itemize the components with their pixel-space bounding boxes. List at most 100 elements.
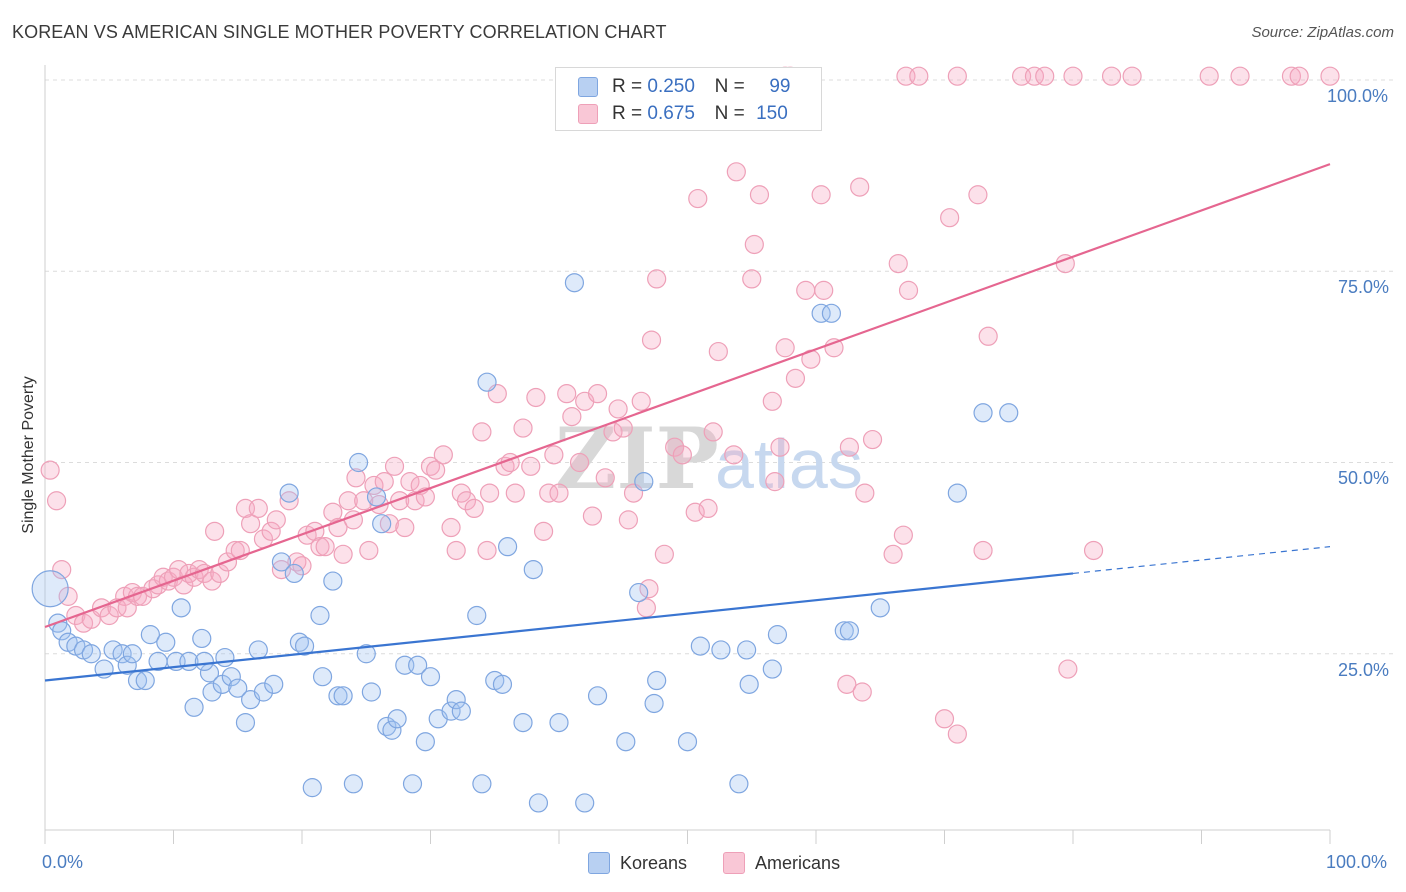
legend-item-americans[interactable]: Americans <box>723 852 840 874</box>
stats-row-koreans: R = 0.250 N = 99 <box>578 76 790 98</box>
y-tick-label-75: 75.0% <box>1338 277 1390 297</box>
x-tick-label-max: 100.0% <box>1326 852 1388 872</box>
korean-point <box>140 625 160 645</box>
american-point <box>770 437 790 457</box>
american-point <box>978 326 998 346</box>
american-point <box>973 540 993 561</box>
korean-point <box>215 647 235 668</box>
american-point <box>477 540 497 561</box>
legend-item-koreans[interactable]: Koreans <box>588 852 687 874</box>
korean-trend-line <box>44 572 1074 682</box>
korean-point <box>402 774 423 794</box>
r-value: 0.250 <box>647 76 695 97</box>
koreans-legend-swatch <box>588 852 610 874</box>
korean-point <box>221 667 241 687</box>
korean-point <box>333 686 353 706</box>
n-value: 150 <box>756 103 788 124</box>
y-tick-label-25: 25.0% <box>1338 660 1390 680</box>
korean-point <box>737 640 757 660</box>
korean-point <box>839 621 860 641</box>
american-point <box>742 269 762 289</box>
korean-point <box>284 563 304 584</box>
korean-point <box>171 598 191 618</box>
american-point <box>647 269 667 289</box>
korean-point <box>408 655 428 675</box>
koreans-swatch <box>578 77 598 97</box>
korean-point <box>184 697 204 717</box>
korean-point <box>310 605 330 626</box>
korean-point <box>31 570 69 608</box>
american-point <box>40 460 60 480</box>
american-point <box>266 510 286 530</box>
korean-point <box>202 682 222 702</box>
american-point <box>608 399 628 419</box>
korean-point <box>194 651 214 672</box>
american-point <box>472 422 492 442</box>
american-point <box>400 472 420 492</box>
series-legend: Koreans Americans <box>588 852 876 874</box>
source-credit: Source: ZipAtlas.com <box>1251 24 1394 41</box>
american-point <box>287 552 307 572</box>
american-point <box>641 330 662 350</box>
american-point <box>1230 66 1250 86</box>
american-point <box>824 338 844 358</box>
korean-point <box>312 667 333 687</box>
korean-point <box>498 537 518 557</box>
american-point <box>323 502 343 522</box>
american-point <box>934 709 955 729</box>
american-trend-line <box>44 163 1331 629</box>
american-point <box>685 502 705 522</box>
american-point <box>292 556 312 576</box>
korean-point <box>122 644 142 664</box>
american-point <box>456 491 477 511</box>
n-value: 99 <box>769 76 791 97</box>
american-point <box>279 491 299 511</box>
korean-point <box>528 793 549 813</box>
korean-point <box>302 778 322 798</box>
y-tick-label-100: 100.0% <box>1327 86 1389 106</box>
american-point <box>513 418 533 438</box>
korean-point <box>156 632 176 652</box>
american-point <box>384 456 405 476</box>
korean-point <box>811 303 831 323</box>
american-point <box>241 514 261 534</box>
korean-trend-extension <box>1072 546 1331 575</box>
american-point <box>595 468 615 488</box>
korean-point <box>81 644 101 664</box>
chart-title: KOREAN VS AMERICAN SINGLE MOTHER POVERTY… <box>12 22 667 42</box>
american-point <box>1289 66 1309 86</box>
american-point <box>52 559 72 580</box>
korean-point <box>564 273 585 293</box>
american-point <box>893 525 913 545</box>
american-point <box>261 521 281 541</box>
american-point <box>310 537 330 557</box>
n-label: N = <box>714 76 745 97</box>
american-point <box>1083 540 1104 561</box>
korean-point <box>690 636 710 656</box>
american-point <box>947 66 967 86</box>
legend-label-americans: Americans <box>755 852 841 873</box>
american-point <box>796 280 816 300</box>
american-point <box>1058 659 1078 679</box>
korean-point <box>366 487 387 507</box>
american-point <box>654 544 674 564</box>
korean-point <box>451 701 471 721</box>
american-point <box>379 514 399 534</box>
american-point <box>947 724 967 744</box>
korean-point <box>361 682 381 702</box>
american-point <box>726 162 746 182</box>
american-point <box>338 491 358 511</box>
korean-point <box>739 674 759 694</box>
american-point <box>688 188 708 209</box>
korean-point <box>387 709 407 729</box>
american-point <box>533 521 554 541</box>
american-point <box>724 445 744 465</box>
american-point <box>420 456 441 476</box>
korean-point <box>289 632 310 652</box>
american-point <box>544 445 564 465</box>
y-tick-label-50: 50.0% <box>1338 468 1390 488</box>
korean-point <box>947 483 967 503</box>
american-point <box>785 368 806 388</box>
american-point <box>99 605 119 626</box>
american-point <box>883 544 903 564</box>
